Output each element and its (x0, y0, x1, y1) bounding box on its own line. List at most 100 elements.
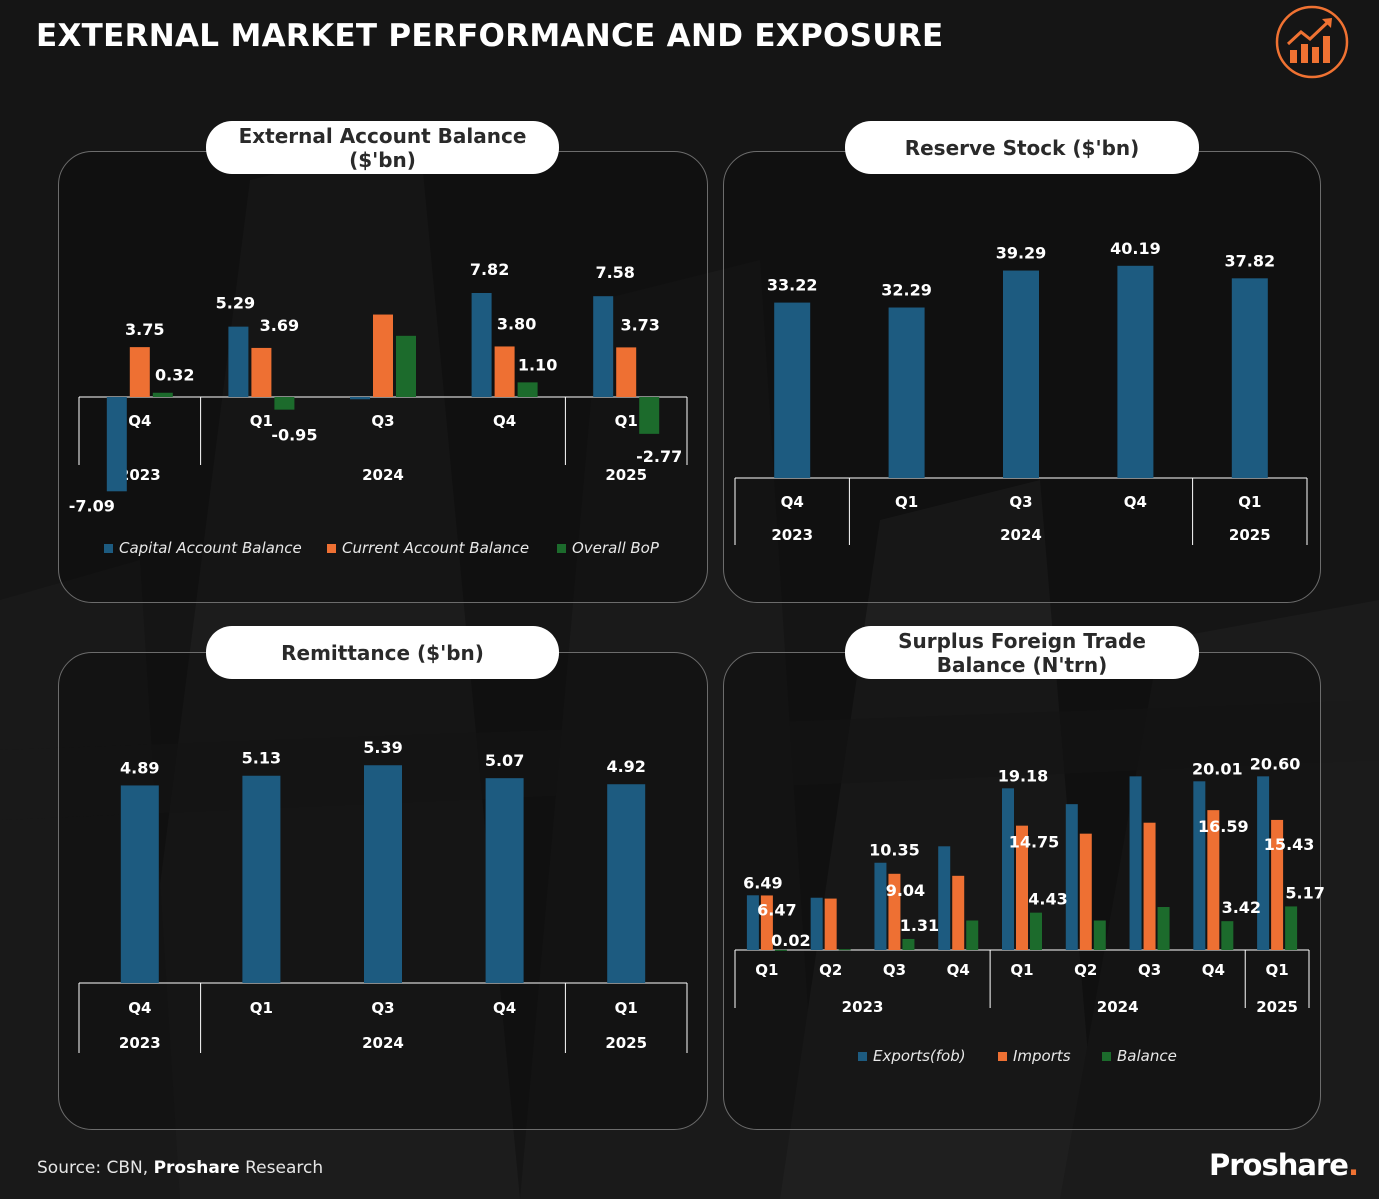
external-bar (471, 292, 492, 397)
trade-bar (760, 895, 773, 950)
trade-legend-label: Exports(fob) (873, 1047, 966, 1065)
trade-year-label: 2025 (1256, 998, 1298, 1016)
trade-category-label: Q4 (1202, 961, 1225, 979)
trade-data-label: 6.49 (743, 873, 782, 892)
remittance-year-label: 2025 (605, 1034, 647, 1052)
reserve-bar (888, 307, 925, 478)
source-bold: Proshare (153, 1158, 240, 1178)
trade-bar (1285, 906, 1298, 950)
trade-legend-swatch (998, 1052, 1007, 1061)
trade-bar (1221, 921, 1234, 950)
remittance-data-label: 4.89 (120, 758, 159, 777)
remittance-category-label: Q1 (250, 999, 273, 1017)
trade-bar (1157, 907, 1170, 950)
external-legend-label: Overall BoP (572, 539, 660, 557)
external-bar (350, 397, 370, 400)
reserve-bar (1117, 265, 1154, 478)
trade-data-label: 4.43 (1028, 890, 1067, 909)
trade-data-label: 10.35 (869, 841, 920, 860)
external-bar (129, 347, 150, 397)
reserve-category-label: Q1 (895, 493, 918, 511)
remittance-bar (607, 784, 646, 983)
trade-bar (938, 846, 951, 950)
external-data-label: -0.95 (271, 426, 317, 445)
external-bar (106, 397, 127, 492)
external-category-label: Q1 (615, 412, 638, 430)
reserve-category-label: Q4 (781, 493, 804, 511)
external-bar (639, 397, 660, 434)
trade-bar (838, 949, 851, 951)
trade-data-label: 1.31 (900, 916, 939, 935)
trade-bar (810, 897, 823, 950)
trade-year-label: 2024 (1097, 998, 1139, 1016)
trade-bar (1079, 833, 1092, 950)
trade-category-label: Q1 (1266, 961, 1289, 979)
trade-category-label: Q1 (755, 961, 778, 979)
trade-data-label: 3.42 (1222, 898, 1261, 917)
external-legend-swatch (104, 544, 113, 553)
reserve-data-label: 32.29 (881, 281, 932, 300)
external-bar (373, 314, 393, 397)
external-legend-label: Current Account Balance (342, 539, 529, 557)
trade-category-label: Q2 (1074, 961, 1097, 979)
remittance-bar (242, 775, 281, 983)
reserve-year-label: 2024 (1000, 526, 1042, 544)
trade-bar (1207, 810, 1220, 950)
trade-data-label: 0.02 (771, 931, 810, 950)
reserve-bar (1231, 278, 1268, 478)
trade-legend-swatch (1102, 1052, 1111, 1061)
page-title: EXTERNAL MARKET PERFORMANCE AND EXPOSURE (36, 18, 944, 54)
trade-category-label: Q2 (819, 961, 842, 979)
trade-bar (952, 875, 965, 950)
trade-bar (1016, 825, 1028, 950)
external-category-label: Q4 (128, 412, 151, 430)
external-category-label: Q3 (371, 412, 394, 430)
remittance-bar (364, 765, 402, 983)
proshare-logo: Proshare. (1209, 1148, 1359, 1182)
reserve-year-label: 2025 (1229, 526, 1271, 544)
reserve-category-label: Q1 (1238, 493, 1261, 511)
source-prefix: Source: CBN, (37, 1158, 154, 1178)
external-bar (517, 382, 538, 397)
external-year-label: 2025 (605, 466, 647, 484)
trade-bar (902, 938, 915, 950)
remittance-category-label: Q4 (128, 999, 151, 1017)
trade-category-label: Q1 (1010, 961, 1033, 979)
trade-data-label: 20.60 (1250, 754, 1301, 773)
reserve-bar (774, 302, 811, 478)
source-note: Source: CBN, Proshare Research (37, 1158, 323, 1178)
external-bar (593, 296, 614, 397)
trade-data-label: 5.17 (1285, 883, 1324, 902)
trade-year-label: 2023 (842, 998, 884, 1016)
external-bar (494, 346, 515, 397)
remittance-data-label: 5.07 (485, 751, 524, 770)
external-legend-swatch (327, 544, 336, 553)
external-legend-label: Capital Account Balance (119, 539, 302, 557)
trade-data-label: 6.47 (757, 900, 796, 919)
remittance-year-label: 2023 (119, 1034, 161, 1052)
growth-chart-icon (1275, 5, 1349, 79)
trade-data-label: 15.43 (1264, 835, 1315, 854)
external-bar (616, 347, 637, 397)
trade-legend-label: Imports (1013, 1047, 1071, 1065)
external-data-label: 0.32 (155, 366, 194, 385)
brand-dot: . (1347, 1148, 1359, 1182)
trade-bar (774, 949, 787, 951)
remittance-bar (485, 778, 524, 983)
external-data-label: -7.09 (69, 496, 115, 515)
trade-balance-title: Surplus Foreign Trade Balance (N'trn) (845, 626, 1199, 679)
external-category-label: Q1 (250, 412, 273, 430)
remittance-bar (120, 785, 159, 983)
external-year-label: 2023 (119, 466, 161, 484)
external-bar (152, 392, 173, 397)
external-bar (274, 397, 295, 410)
remittance-data-label: 5.39 (363, 738, 402, 757)
reserve-data-label: 37.82 (1224, 251, 1275, 270)
trade-bar (1129, 776, 1142, 950)
trade-bar (1193, 781, 1206, 950)
trade-bar (1065, 804, 1078, 950)
external-data-label: 7.82 (470, 260, 509, 279)
trade-category-label: Q4 (947, 961, 970, 979)
reserve-data-label: 39.29 (996, 244, 1047, 263)
